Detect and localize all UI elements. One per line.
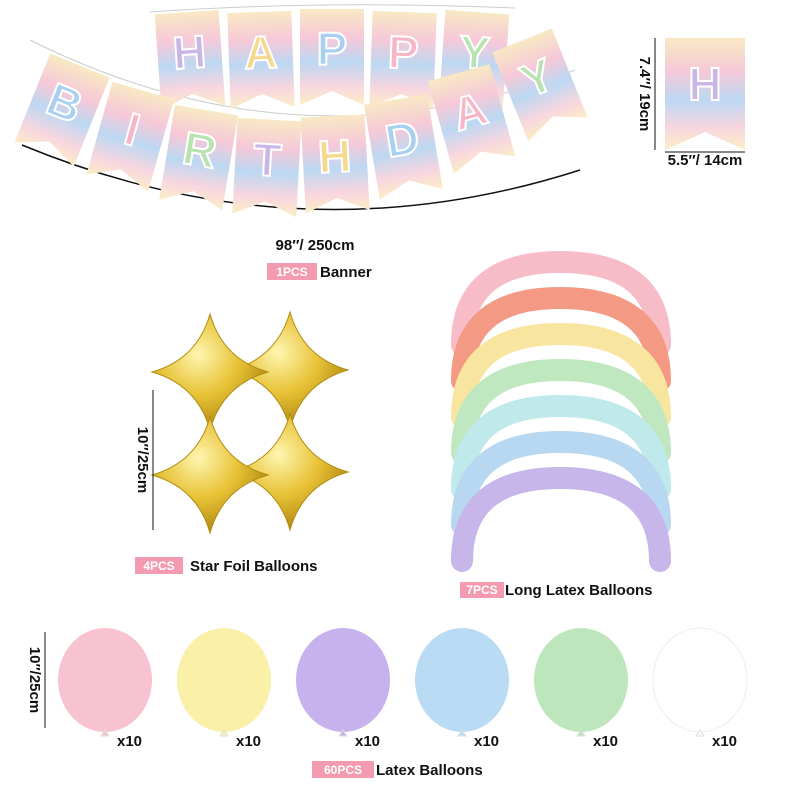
long-balloon — [451, 430, 671, 536]
quantity: x10 — [355, 733, 380, 750]
flag-shape — [427, 64, 516, 174]
flag-shape — [369, 10, 437, 110]
quantity: x10 — [474, 733, 499, 750]
banner-flag: H — [154, 9, 226, 111]
flag-shape — [14, 53, 110, 167]
star-balloon — [150, 312, 270, 432]
count-badge — [267, 263, 317, 280]
balloon-knot — [576, 729, 586, 737]
quantity: x10 — [712, 733, 737, 750]
banner-flag: T — [232, 117, 302, 218]
flag-letter: H — [171, 25, 208, 79]
banner-flag: R — [159, 104, 239, 211]
flag-letter: A — [243, 26, 278, 79]
latex-balloon — [534, 628, 628, 732]
flag-letter: T — [252, 133, 283, 186]
flag-shape — [232, 117, 302, 218]
long-balloon — [451, 394, 671, 500]
balloon-knot — [100, 729, 110, 737]
flag-shape — [154, 9, 226, 111]
balloon-knot — [338, 729, 348, 737]
long-count: 7PCS — [466, 583, 497, 597]
star-balloon — [230, 412, 350, 532]
banner-flag: A — [427, 64, 516, 174]
star-size: 10″/25cm — [134, 427, 151, 493]
latex-balloon — [652, 627, 748, 733]
banner-count: 1PCS — [276, 265, 307, 279]
banner-flag: H — [300, 114, 370, 214]
banner-flag: I — [86, 81, 175, 192]
dimension-arc — [21, 144, 581, 211]
flag-shape — [159, 104, 239, 211]
long-balloon — [451, 322, 671, 428]
sample-flag-width: 5.5″/ 14cm — [668, 152, 743, 169]
quantity: x10 — [593, 733, 618, 750]
latex-balloon — [58, 628, 152, 732]
sample-flag-letter: H — [688, 58, 721, 110]
banner-flag: D — [363, 94, 443, 200]
star-balloon — [150, 415, 270, 535]
banner-flag: A — [227, 10, 295, 110]
flag-shape — [363, 94, 443, 200]
flag-letter: H — [317, 129, 353, 183]
balloon-knot — [695, 729, 705, 737]
flag-letter: P — [387, 26, 419, 79]
latex-balloon — [177, 628, 271, 732]
banner-length: 98″/ 250cm — [276, 237, 355, 254]
quantity: x10 — [236, 733, 261, 750]
latex-balloon — [296, 628, 390, 732]
long-balloon — [451, 466, 671, 572]
count-badge — [135, 557, 183, 574]
banner-flag: Y — [492, 28, 588, 142]
banner-label: Banner — [320, 264, 372, 281]
latex-size: 10″/25cm — [26, 647, 43, 713]
banner-flag: P — [369, 10, 437, 110]
banner-flag: B — [14, 53, 110, 167]
flag-letter: P — [317, 23, 348, 75]
balloon-knot — [457, 729, 467, 737]
sample-flag — [665, 38, 745, 150]
sample-flag-height: 7.4″/ 19cm — [636, 57, 653, 132]
star-label: Star Foil Balloons — [190, 558, 318, 575]
banner-flag: P — [300, 9, 364, 105]
long-balloon — [451, 286, 671, 392]
count-badge — [312, 761, 374, 778]
long-label: Long Latex Balloons — [505, 582, 653, 599]
long-balloon — [451, 358, 671, 464]
quantity: x10 — [117, 733, 142, 750]
flag-shape — [227, 10, 295, 110]
latex-balloon — [415, 628, 509, 732]
balloon-knot — [219, 729, 229, 737]
count-badge — [460, 582, 504, 598]
banner-string — [149, 4, 516, 13]
star-count: 4PCS — [143, 559, 174, 573]
flag-shape — [492, 28, 588, 142]
long-balloon — [451, 250, 671, 356]
latex-count: 60PCS — [324, 763, 362, 777]
flag-letter: D — [381, 111, 422, 168]
latex-label: Latex Balloons — [376, 762, 483, 779]
flag-shape — [86, 81, 175, 192]
flag-shape — [300, 114, 370, 214]
flag-shape — [300, 9, 364, 105]
